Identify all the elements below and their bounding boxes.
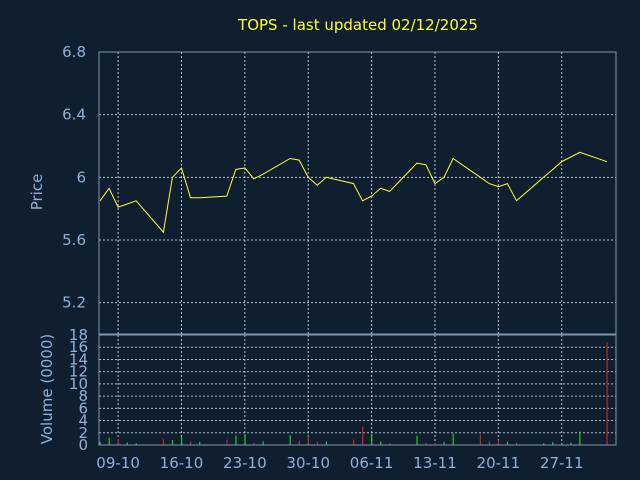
volume-bar (516, 442, 518, 445)
volume-axis-label: Volume (0000) (38, 334, 56, 444)
price-tick-label: 6.4 (62, 106, 86, 124)
volume-bar (307, 436, 309, 445)
volume-bar (380, 441, 382, 445)
volume-tick-label: 4 (78, 412, 88, 430)
volume-tick-label: 18 (69, 326, 88, 344)
volume-bar (190, 441, 192, 445)
volume-tick-label: 14 (69, 350, 88, 368)
x-tick-label: 09-10 (96, 454, 140, 472)
volume-tick-label: 0 (78, 436, 88, 454)
volume-bar (117, 438, 119, 445)
volume-bar (126, 442, 128, 445)
volume-bar (543, 443, 545, 445)
volume-bar (262, 441, 264, 445)
price-panel: 6.8 6.4 6 5.6 5.2 (62, 43, 617, 335)
volume-bar (298, 440, 300, 445)
volume-bar (316, 441, 318, 445)
volume-bar (452, 433, 454, 445)
volume-bar (171, 440, 174, 445)
volume-bar (108, 437, 110, 445)
volume-tick-label: 2 (78, 424, 88, 442)
volume-bar (362, 426, 364, 445)
volume-bar (579, 431, 581, 445)
x-tick-label: 23-10 (223, 454, 267, 472)
volume-bar (325, 441, 327, 445)
volume-bar (226, 439, 228, 445)
volume-bar (416, 435, 418, 445)
price-axis-label: Price (28, 174, 46, 211)
volume-tick-label: 16 (69, 338, 88, 356)
volume-tick-label: 8 (78, 387, 88, 405)
price-tick-label: 6 (76, 168, 86, 186)
volume-bar (434, 442, 436, 445)
volume-bar (135, 443, 137, 445)
volume-tick-label: 10 (69, 375, 88, 393)
volume-bar (552, 441, 554, 445)
chart-title: TOPS - last updated 02/12/2025 (237, 16, 478, 34)
x-tick-label: 16-10 (160, 454, 204, 472)
price-plot-frame (98, 51, 617, 335)
x-tick-label: 13-11 (413, 454, 457, 472)
x-tick-label: 20-11 (477, 454, 521, 472)
volume-bar (253, 442, 255, 445)
volume-tick-label: 12 (69, 363, 88, 381)
price-series-line (99, 151, 608, 234)
price-tick-label: 6.8 (62, 43, 86, 61)
volume-bar (443, 441, 445, 445)
volume-bar (289, 435, 291, 445)
volume-bar (506, 441, 509, 445)
x-tick-label: 06-11 (350, 454, 394, 472)
price-tick-label: 5.6 (62, 231, 86, 249)
x-tick-label: 30-10 (286, 454, 330, 472)
volume-bar (479, 434, 481, 445)
volume-bar (389, 443, 391, 445)
x-axis: 09-10 16-10 23-10 30-10 06-11 13-11 20-11 27-11 (96, 454, 583, 472)
price-tick-label: 5.2 (62, 294, 86, 312)
volume-bar (181, 437, 183, 445)
volume-bar (235, 435, 237, 445)
volume-bar (488, 441, 490, 445)
volume-bar (199, 441, 201, 445)
x-tick-label: 27-11 (540, 454, 584, 472)
volume-bar (244, 434, 246, 445)
volume-bar (561, 443, 563, 445)
volume-bar (425, 442, 427, 445)
volume-bar (371, 434, 373, 445)
volume-bar (99, 441, 101, 445)
volume-bar (162, 438, 165, 445)
volume-bar (606, 342, 608, 445)
volume-bar (497, 440, 500, 445)
volume-bar (353, 439, 355, 445)
volume-bar (570, 442, 572, 445)
volume-plot-frame (98, 334, 617, 446)
volume-tick-label: 6 (78, 399, 88, 417)
